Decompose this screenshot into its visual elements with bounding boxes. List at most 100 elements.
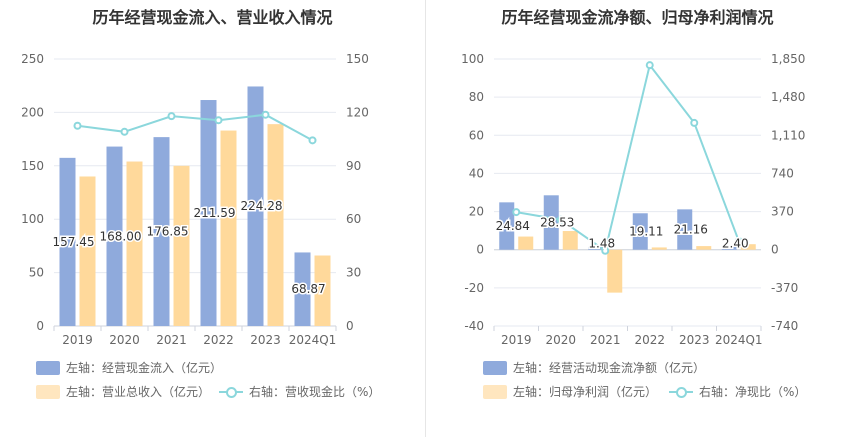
bar-primary — [200, 100, 217, 326]
bar-data-label: 224.28 — [241, 199, 283, 213]
bar-secondary — [607, 249, 623, 293]
x-tick-label: 2021 — [590, 333, 621, 347]
y-tick-label-right: 740 — [771, 166, 794, 180]
chart-title: 历年经营现金流入、营业收入情况 — [92, 8, 333, 27]
y-tick-label-left: 250 — [21, 52, 44, 66]
legend-item[interactable]: 左轴：归母净利润（亿元） — [483, 383, 657, 400]
y-tick-label-left: 50 — [29, 266, 44, 280]
legend-label: 左轴：营业总收入（亿元） — [66, 385, 211, 399]
line-point — [556, 215, 565, 224]
bar-secondary — [173, 165, 190, 326]
y-tick-label-right: 0 — [771, 243, 779, 257]
bar-data-label: 157.45 — [53, 235, 95, 249]
bar-secondary — [220, 130, 237, 326]
legend-item[interactable]: 左轴：营业总收入（亿元） — [36, 383, 210, 400]
x-tick-label: 2023 — [250, 333, 281, 347]
bar-data-label: 28.53 — [540, 216, 574, 230]
series-line — [77, 113, 313, 142]
legend-label: 左轴：经营活动现金流净额（亿元） — [513, 361, 706, 375]
bar-primary — [588, 246, 604, 250]
panel-divider — [425, 0, 426, 437]
bar-secondary — [314, 255, 331, 326]
bar-secondary — [696, 246, 712, 250]
line-point — [214, 116, 223, 125]
x-tick-label: 2019 — [62, 333, 93, 347]
legend-label: 右轴：营收现金比（%） — [249, 385, 381, 399]
legend-label: 左轴：经营现金流入（亿元） — [66, 361, 223, 375]
y-tick-label-left: 200 — [21, 105, 44, 119]
bar-primary — [59, 157, 76, 326]
legend-label: 左轴：归母净利润（亿元） — [513, 385, 658, 399]
y-tick-label-right: 90 — [346, 159, 361, 173]
legend-item[interactable]: 右轴：净现比（%） — [669, 383, 806, 400]
bar-data-label: 24.84 — [496, 219, 530, 233]
y-tick-label-right: 1,480 — [771, 90, 805, 104]
bar-primary — [632, 213, 648, 250]
bar-secondary — [267, 124, 284, 326]
bar-data-label: 211.59 — [194, 206, 236, 220]
bar-primary — [153, 137, 170, 326]
x-tick-label: 2022 — [634, 333, 665, 347]
line-point — [261, 110, 270, 119]
bar-secondary — [518, 236, 534, 250]
chart-panel-right: 历年经营现金流净额、归母净利润情况 -40 -740 -20 -370 0 0 20 370 4… — [425, 0, 850, 437]
line-point — [601, 246, 610, 255]
bar-primary — [543, 195, 559, 250]
bar-primary — [294, 252, 311, 326]
x-tick-label: 2023 — [679, 333, 710, 347]
legend-swatch-bar-orange — [36, 384, 60, 399]
y-tick-label-left: 150 — [21, 159, 44, 173]
line-point — [308, 136, 317, 145]
legend-item[interactable]: 右轴：营收现金比（%） — [219, 383, 380, 400]
y-tick-label-right: 30 — [346, 266, 361, 280]
y-tick-label-left: 40 — [469, 166, 484, 180]
y-tick-label-right: 150 — [346, 52, 369, 66]
y-tick-label-left: 0 — [476, 243, 484, 257]
y-tick-label-left: 80 — [469, 90, 484, 104]
bar-data-label: 2.40 — [722, 237, 749, 251]
x-tick-label: 2020 — [545, 333, 576, 347]
y-tick-label-left: 100 — [461, 52, 484, 66]
chart-plot-left: 0 0 50 30 100 60 150 90 200 120 250 150 2019 2020 2021… — [21, 52, 369, 347]
y-tick-label-left: 20 — [469, 205, 484, 219]
bar-data-label: 21.16 — [674, 223, 708, 237]
bar-data-label: 1.48 — [588, 237, 615, 251]
line-point — [690, 118, 699, 127]
bar-primary — [721, 245, 737, 250]
line-point — [120, 127, 129, 136]
legend-swatch-line — [219, 385, 243, 399]
bar-data-label: 168.00 — [100, 229, 142, 243]
line-point — [645, 61, 654, 70]
y-tick-label-left: -20 — [464, 281, 484, 295]
legend-swatch-line — [669, 385, 693, 399]
y-tick-label-left: 60 — [469, 128, 484, 142]
line-point — [734, 236, 743, 245]
bar-data-label: 68.87 — [291, 282, 325, 296]
chart-title: 历年经营现金流净额、归母净利润情况 — [501, 8, 774, 27]
chart-panel-left: 历年经营现金流入、营业收入情况 0 0 50 30 100 60 150 90 200 120 25… — [21, 8, 380, 400]
legend-swatch-bar-orange — [483, 384, 507, 399]
y-tick-label-left: 0 — [36, 319, 44, 333]
bar-primary — [106, 146, 123, 326]
bar-secondary — [79, 176, 96, 326]
bar-primary — [499, 202, 515, 250]
y-tick-label-right: -740 — [771, 319, 798, 333]
series-line — [516, 62, 740, 253]
x-tick-label: 2020 — [109, 333, 140, 347]
y-tick-label-left: 100 — [21, 212, 44, 226]
legend-swatch-bar-blue — [36, 360, 60, 375]
bar-secondary — [651, 247, 667, 250]
y-tick-label-right: 60 — [346, 212, 361, 226]
y-tick-label-right: 1,850 — [771, 52, 805, 66]
bar-primary — [677, 209, 693, 250]
legend-item[interactable]: 左轴：经营活动现金流净额（亿元） — [483, 359, 705, 376]
y-tick-label-right: 370 — [771, 205, 794, 219]
bar-secondary — [562, 231, 578, 250]
x-tick-label: 2024Q1 — [289, 333, 337, 347]
x-tick-label: 2019 — [501, 333, 532, 347]
y-tick-label-right: 1,110 — [771, 128, 805, 142]
x-tick-label: 2021 — [156, 333, 187, 347]
x-tick-label: 2024Q1 — [715, 333, 763, 347]
legend-item[interactable]: 左轴：经营现金流入（亿元） — [36, 359, 222, 376]
bar-data-label: 19.11 — [629, 224, 663, 238]
